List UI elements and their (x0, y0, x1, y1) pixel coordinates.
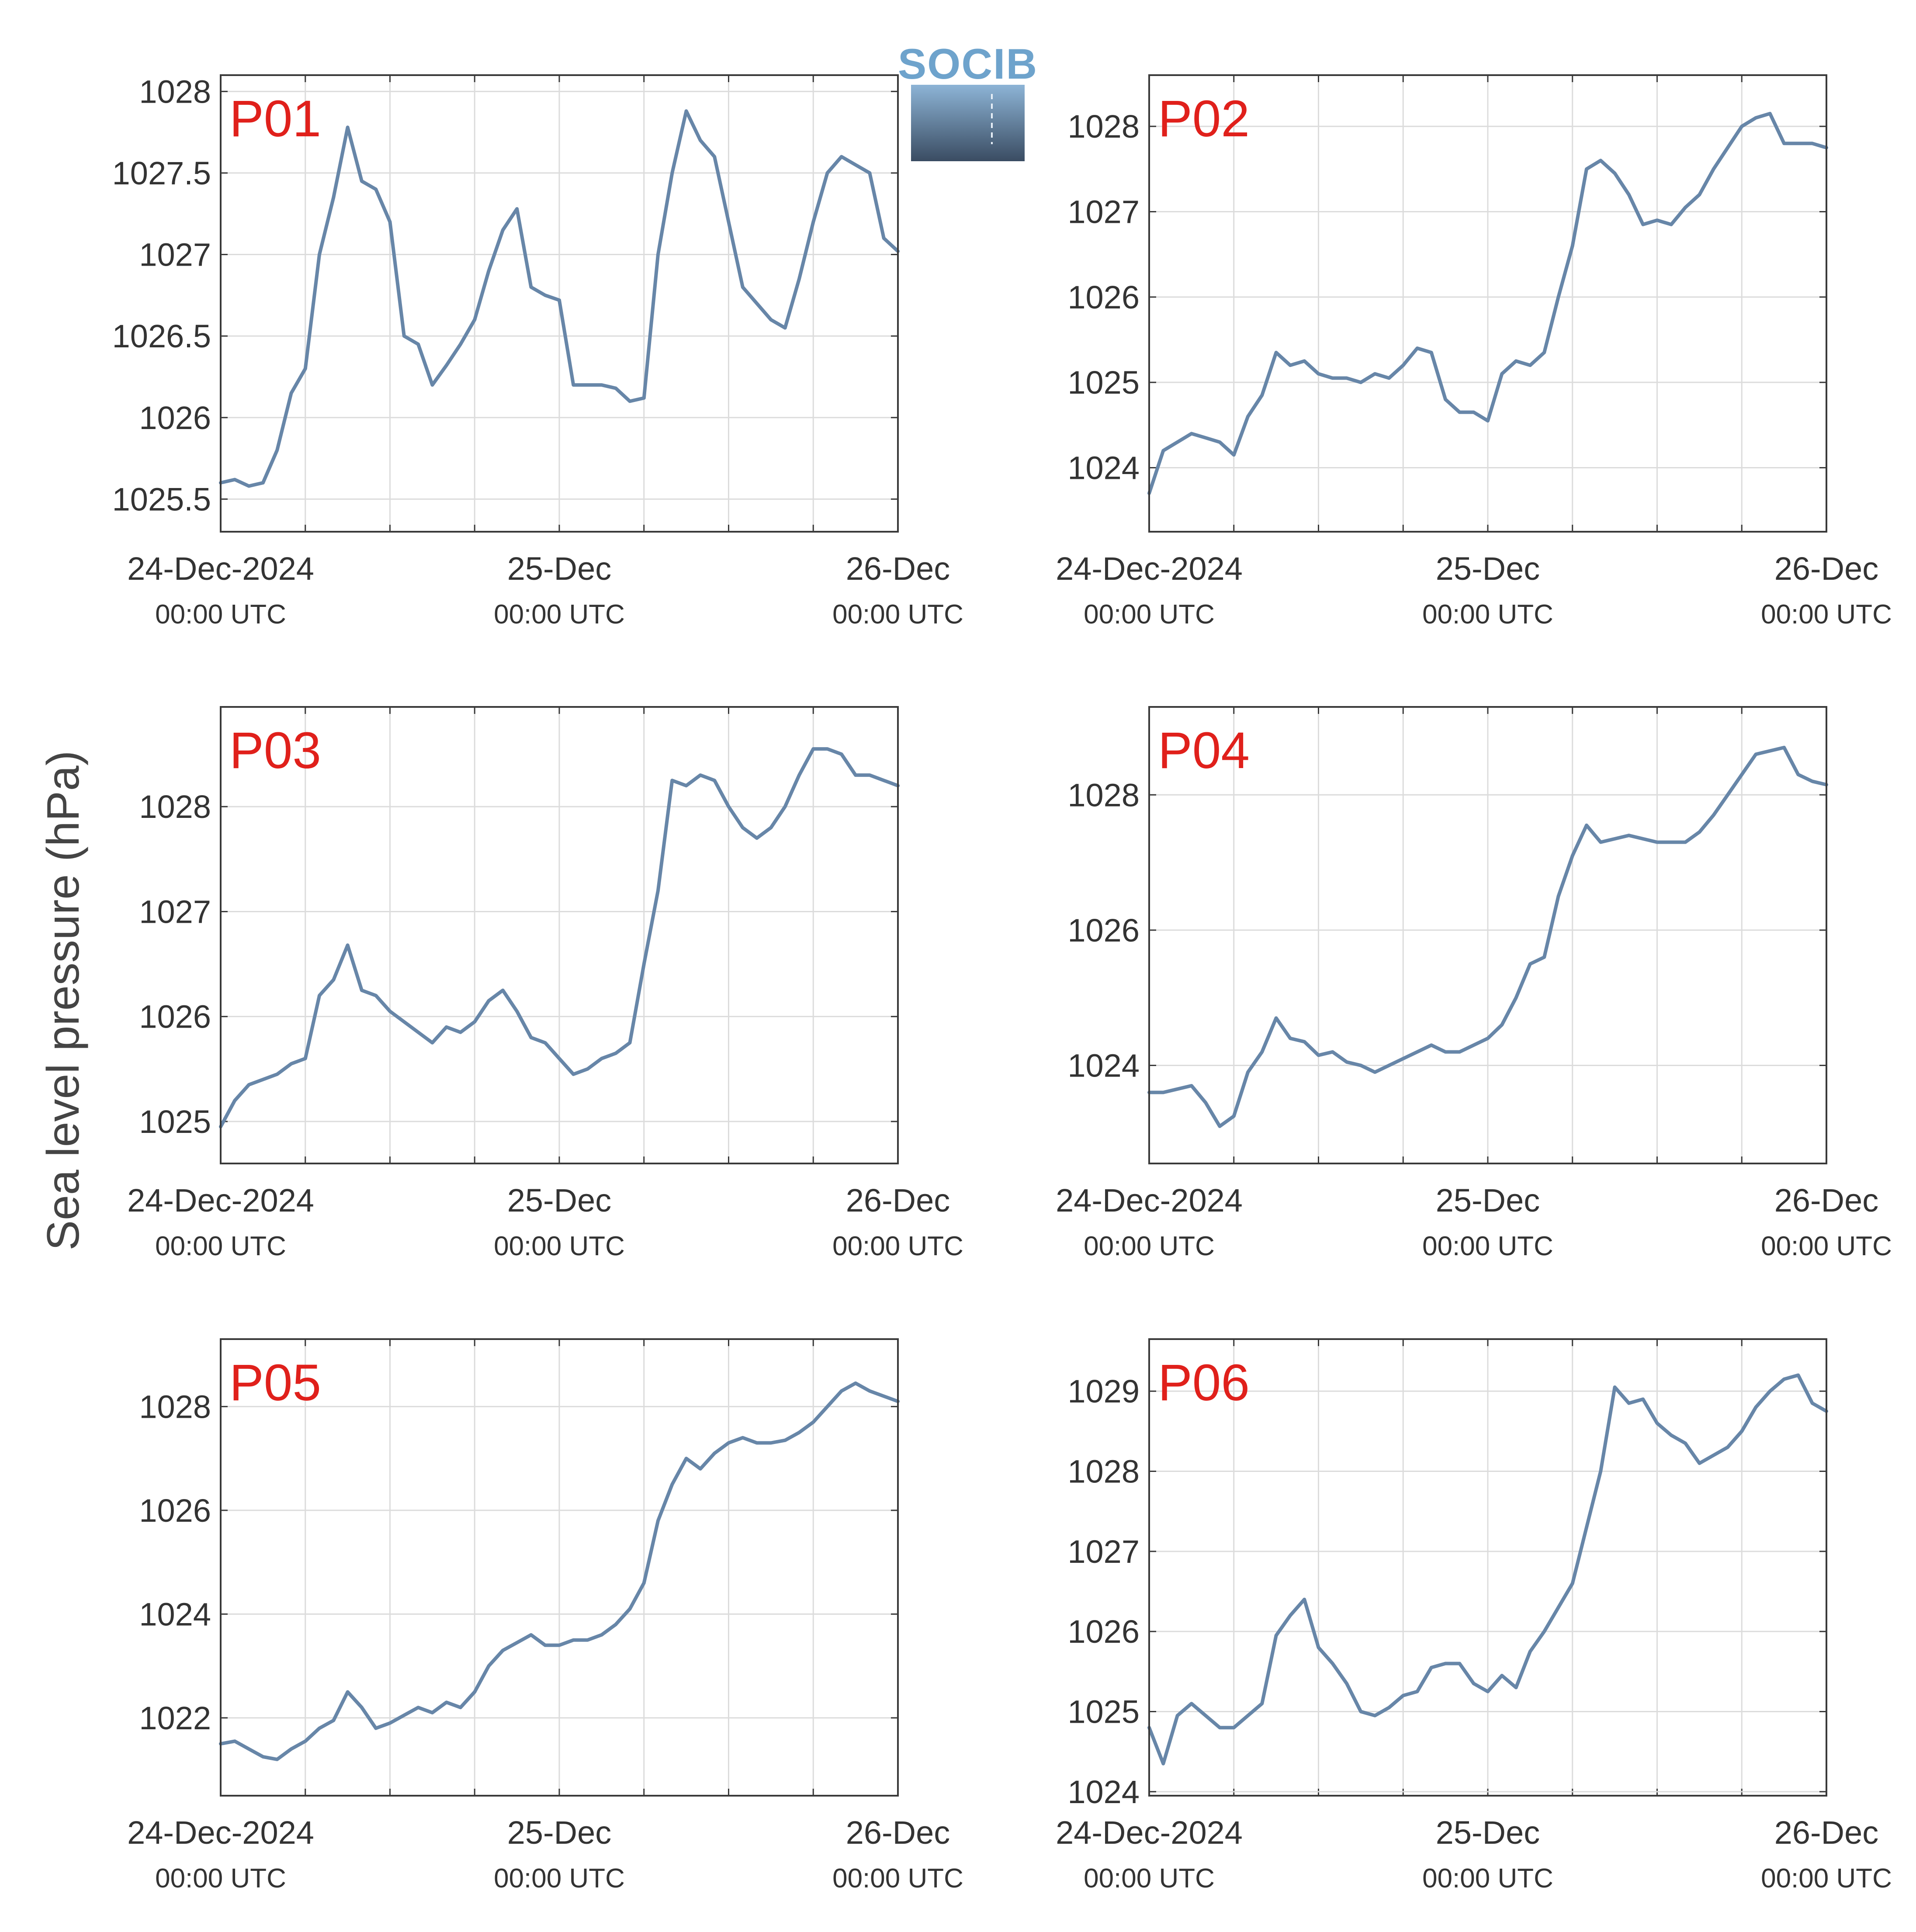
y-tick-label: 1024 (1067, 1048, 1140, 1084)
y-tick-label: 1027.5 (112, 155, 211, 191)
y-tick-label: 1025 (1067, 1694, 1140, 1730)
axes-frame (220, 74, 899, 533)
y-tick-label: 1024 (1067, 1774, 1140, 1810)
x-tick-sublabel: 00:00 UTC (832, 1231, 963, 1261)
x-tick-sublabel: 00:00 UTC (494, 599, 625, 630)
x-tick-label: 25-Dec (507, 1182, 612, 1219)
y-tick-label: 1027 (139, 893, 211, 930)
series-line-p04 (1147, 745, 1828, 1128)
y-tick-label: 1025.5 (112, 481, 211, 517)
axes-frame (1148, 1338, 1827, 1797)
x-tick-label: 24-Dec-2024 (127, 1814, 314, 1851)
x-tick-sublabel: 00:00 UTC (1761, 1231, 1892, 1261)
x-tick-sublabel: 00:00 UTC (1422, 1231, 1553, 1261)
x-tick-label: 25-Dec (1436, 1814, 1540, 1851)
y-tick-label: 1028 (139, 1388, 211, 1425)
x-tick-sublabel: 00:00 UTC (832, 599, 963, 630)
x-tick-label: 24-Dec-2024 (1056, 1814, 1243, 1851)
x-tick-label: 26-Dec (846, 1814, 950, 1851)
y-tick-label: 1026 (139, 1492, 211, 1529)
y-tick-label: 1024 (1067, 450, 1140, 486)
axes-frame (220, 1338, 899, 1797)
socib-logo: SOCIB (898, 40, 1038, 161)
x-tick-label: 26-Dec (846, 1182, 950, 1219)
panel-p05: 1022 1024 1026 1028 P05 24-Dec-2024 00:00 UTC 2… (127, 1338, 963, 1894)
x-tick-sublabel: 00:00 UTC (1761, 1863, 1892, 1894)
y-tick-label: 1026 (139, 999, 211, 1035)
x-tick-label: 26-Dec (1774, 1182, 1879, 1219)
x-tick-sublabel: 00:00 UTC (494, 1231, 625, 1261)
y-tick-label: 1028 (139, 73, 211, 110)
panel-p04: 1024 1026 1028 P04 24-Dec-2024 00:00 UTC 25-De… (1056, 706, 1892, 1261)
y-tick-label: 1027 (139, 237, 211, 273)
y-axis-label: Sea level pressure (hPa) (38, 751, 89, 1251)
x-tick-sublabel: 00:00 UTC (1084, 1231, 1215, 1261)
series-line-p03 (219, 747, 900, 1129)
x-tick-label: 25-Dec (1436, 1182, 1540, 1219)
series-line-p06 (1147, 1373, 1828, 1766)
y-tick-label: 1028 (1067, 1454, 1140, 1490)
series-line-p01 (219, 109, 900, 488)
panel-p06: 1024 1025 1026 1027 1028 1029 P06 24-Dec-2024 00… (1056, 1338, 1892, 1894)
x-tick-sublabel: 00:00 UTC (155, 599, 286, 630)
panel-p03: 1025 1026 1027 1028 P03 24-Dec-2024 00:00 UTC 2… (127, 706, 963, 1261)
socib-logo-text: SOCIB (898, 40, 1038, 88)
panel-p02: 1024 1025 1026 1027 1028 P02 24-Dec-2024 00:00 … (1056, 74, 1892, 630)
x-tick-sublabel: 00:00 UTC (1084, 1863, 1215, 1894)
y-tick-label: 1024 (139, 1596, 211, 1632)
x-tick-sublabel: 00:00 UTC (155, 1863, 286, 1894)
x-tick-sublabel: 00:00 UTC (832, 1863, 963, 1894)
series-line-p02 (1147, 111, 1828, 495)
y-tick-label: 1026 (139, 400, 211, 436)
panel-label-p01: P01 (229, 90, 321, 148)
panel-label-p03: P03 (229, 722, 321, 779)
panel-label-p05: P05 (229, 1354, 321, 1412)
x-tick-label: 24-Dec-2024 (1056, 551, 1243, 587)
x-tick-sublabel: 00:00 UTC (1422, 1863, 1553, 1894)
panel-p01: 1025.5 1026 1026.5 1027 1027.5 1028 P01 24-Dec-… (112, 73, 963, 630)
y-tick-label: 1026 (1067, 1613, 1140, 1650)
x-tick-label: 26-Dec (846, 551, 950, 587)
socib-logo-wave (911, 85, 1025, 161)
y-tick-label: 1029 (1067, 1373, 1140, 1409)
panels: 1025.5 1026 1026.5 1027 1027.5 1028 P01 24-Dec-… (112, 73, 1892, 1894)
axes-frame (1148, 74, 1827, 533)
x-tick-sublabel: 00:00 UTC (1084, 599, 1215, 630)
y-tick-label: 1028 (1067, 108, 1140, 145)
y-tick-label: 1022 (139, 1700, 211, 1736)
y-tick-label: 1026 (1067, 279, 1140, 315)
y-tick-label: 1027 (1067, 194, 1140, 230)
axes-frame (220, 706, 899, 1164)
x-tick-sublabel: 00:00 UTC (1761, 599, 1892, 630)
axes-frame (1148, 706, 1827, 1164)
panel-label-p06: P06 (1158, 1354, 1250, 1412)
x-tick-sublabel: 00:00 UTC (155, 1231, 286, 1261)
panel-label-p04: P04 (1158, 722, 1250, 779)
x-tick-sublabel: 00:00 UTC (1422, 599, 1553, 630)
y-tick-label: 1025 (139, 1104, 211, 1140)
x-tick-label: 26-Dec (1774, 1814, 1879, 1851)
series-line-p05 (219, 1381, 900, 1761)
y-tick-label: 1025 (1067, 364, 1140, 401)
x-tick-sublabel: 00:00 UTC (494, 1863, 625, 1894)
x-tick-label: 24-Dec-2024 (1056, 1182, 1243, 1219)
y-tick-label: 1028 (1067, 777, 1140, 813)
x-tick-label: 24-Dec-2024 (127, 551, 314, 587)
y-tick-label: 1027 (1067, 1534, 1140, 1570)
x-tick-label: 25-Dec (507, 1814, 612, 1851)
x-tick-label: 25-Dec (1436, 551, 1540, 587)
y-tick-label: 1026.5 (112, 318, 211, 354)
x-tick-label: 24-Dec-2024 (127, 1182, 314, 1219)
x-tick-label: 26-Dec (1774, 551, 1879, 587)
panel-label-p02: P02 (1158, 90, 1250, 148)
y-tick-label: 1026 (1067, 912, 1140, 949)
x-tick-label: 25-Dec (507, 551, 612, 587)
y-tick-label: 1028 (139, 789, 211, 825)
